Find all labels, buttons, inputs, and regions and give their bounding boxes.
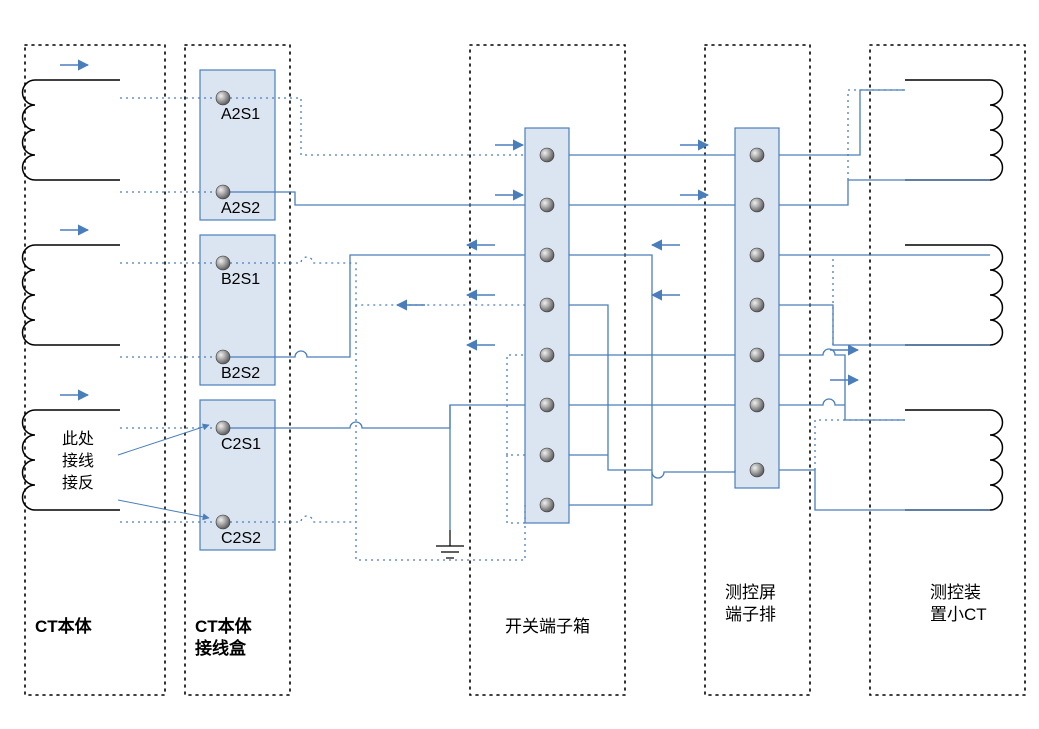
note-arrow-na2 (118, 500, 209, 518)
label-t-a2s1: A2S1 (221, 106, 260, 123)
dotted-d9b (507, 455, 525, 523)
terminal-t-a2s1 (216, 91, 230, 105)
coil-rc (905, 410, 1002, 510)
coil-lb (23, 245, 121, 345)
switch-dot-sw4 (540, 298, 554, 312)
switch-dot-sw5 (540, 348, 554, 362)
note-arrow-na1 (118, 425, 209, 455)
terminal-t-a2s2 (216, 185, 230, 199)
terminal-t-b2s1 (216, 256, 230, 270)
screen-dot-sc1 (750, 148, 764, 162)
box-jbox-b (200, 235, 275, 385)
switch-dot-sw1 (540, 148, 554, 162)
label-t-a2s2: A2S2 (221, 200, 260, 217)
switch-dot-sw3 (540, 248, 554, 262)
cap-ct-jbox-line1: 接线盒 (195, 638, 247, 658)
note-reversed-line0: 此处 (62, 430, 94, 448)
label-t-b2s2: B2S2 (221, 365, 260, 382)
wire-w18 (779, 470, 990, 510)
label-t-b2s1: B2S1 (221, 271, 260, 288)
cap-device-line0: 测控装 (930, 583, 981, 602)
terminal-t-b2s2 (216, 350, 230, 364)
screen-dot-sc2 (750, 198, 764, 212)
label-t-c2s1: C2S1 (221, 436, 261, 453)
screen-dot-sc7 (750, 463, 764, 477)
label-t-c2s2: C2S2 (221, 530, 261, 547)
note-reversed-line1: 接线 (62, 452, 94, 470)
terminal-t-c2s2 (216, 515, 230, 529)
note-reversed-line2: 接反 (62, 474, 94, 492)
coil-ra (905, 80, 1002, 180)
switch-dot-sw6 (540, 398, 554, 412)
dotted-d12 (815, 420, 905, 470)
terminal-t-c2s1 (216, 421, 230, 435)
cap-screen-line0: 测控屏 (725, 583, 776, 602)
frame-ct-body (25, 45, 165, 695)
dotted-d8b (356, 305, 525, 560)
screen-dot-sc6 (750, 398, 764, 412)
cap-screen-line1: 端子排 (725, 605, 776, 624)
switch-dot-sw8 (540, 498, 554, 512)
switch-dot-sw7 (540, 448, 554, 462)
coil-la (23, 80, 121, 180)
screen-dot-sc5 (750, 348, 764, 362)
wire-w7 (569, 255, 735, 478)
box-switch-strip (525, 128, 569, 523)
screen-dot-sc3 (750, 248, 764, 262)
screen-dot-sc4 (750, 298, 764, 312)
cap-ct-jbox-line0: CT本体 (195, 616, 253, 636)
cap-switch-line0: 开关端子箱 (505, 617, 590, 636)
cap-device-line1: 置小CT (930, 605, 987, 624)
dotted-d11 (848, 90, 905, 180)
wire-w12 (779, 90, 905, 155)
box-jbox-a (200, 70, 275, 220)
wire-w71 (569, 472, 652, 505)
coil-rb (905, 245, 1002, 345)
box-jbox-c (200, 400, 275, 550)
wire-w17 (779, 399, 845, 405)
diagram-canvas: A2S1A2S2B2S1B2S2C2S1C2S2此处接线接反CT本体CT本体接线… (0, 0, 1039, 729)
wire-w16 (779, 349, 905, 420)
switch-dot-sw2 (540, 198, 554, 212)
wire-w8 (569, 305, 652, 470)
cap-ct-body-line0: CT本体 (35, 616, 93, 636)
